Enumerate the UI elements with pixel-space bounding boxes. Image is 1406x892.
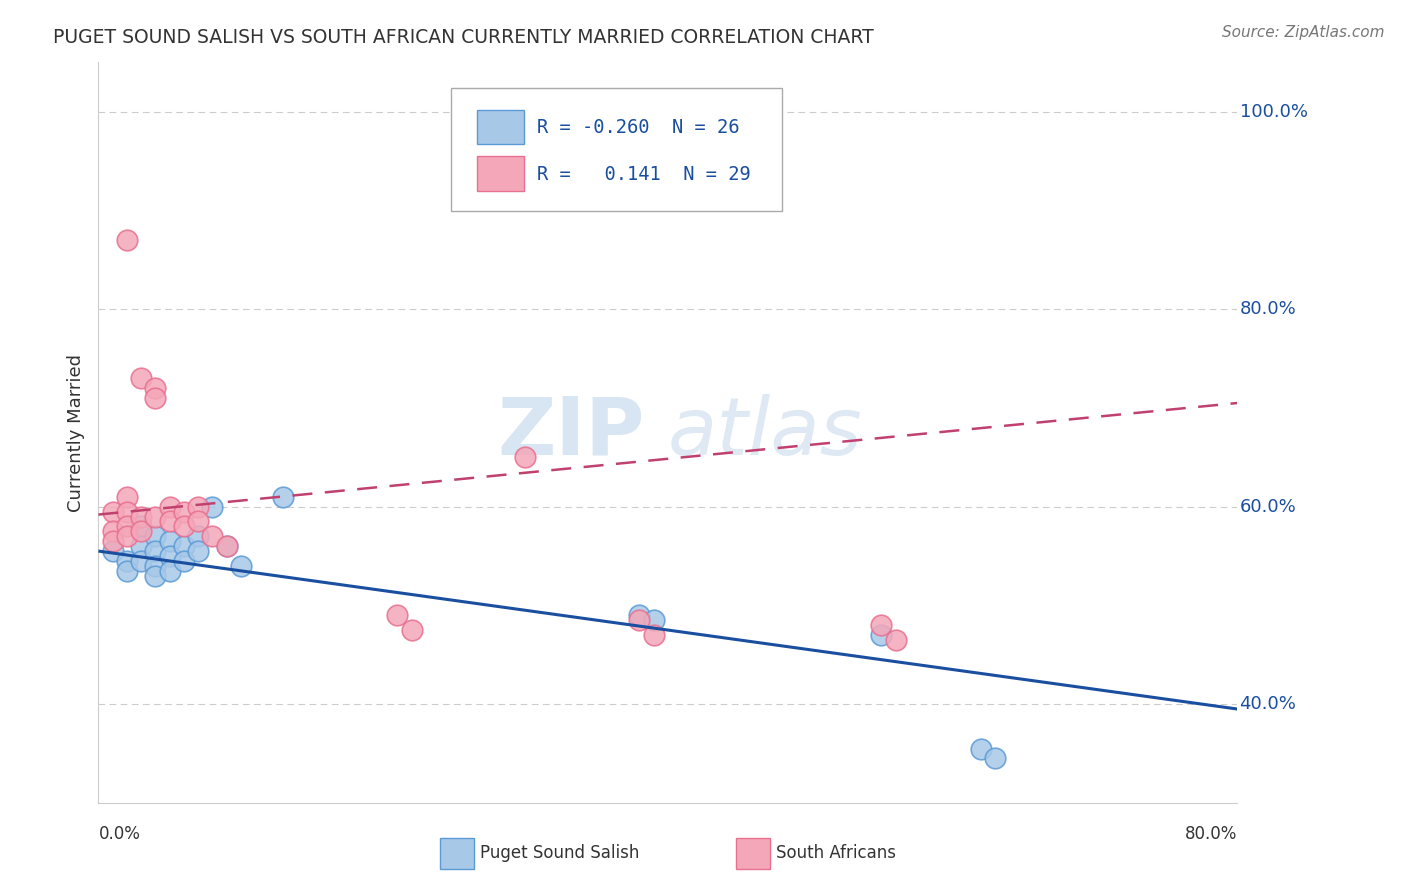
Point [101,524,124,539]
Point [187,529,209,543]
Bar [477,156,524,191]
Point [273,490,295,504]
Bar [477,110,524,144]
Point [173,519,195,533]
Point [870,618,893,632]
Text: 80.0%: 80.0% [1185,824,1237,843]
Point [145,509,167,524]
Point [970,741,993,756]
Point [129,539,152,553]
Point [145,381,167,395]
Point [129,519,152,533]
Point [884,632,907,647]
Point [159,549,181,563]
Point [145,529,167,543]
Point [115,233,138,247]
Point [201,529,224,543]
Text: 60.0%: 60.0% [1240,498,1296,516]
Point [187,500,209,514]
Point [159,515,181,529]
Text: ZIP: ZIP [498,393,645,472]
Point [229,558,252,573]
Point [870,628,893,642]
Point [515,450,537,465]
Bar [440,838,474,870]
Point [201,500,224,514]
Text: Source: ZipAtlas.com: Source: ZipAtlas.com [1222,25,1385,40]
Point [145,544,167,558]
Point [643,628,665,642]
Point [643,613,665,627]
Point [159,534,181,549]
Point [115,490,138,504]
Point [159,500,181,514]
Point [101,534,124,549]
Point [115,564,138,578]
Point [129,509,152,524]
Point [101,505,124,519]
Text: 80.0%: 80.0% [1240,301,1296,318]
Text: R = -0.260  N = 26: R = -0.260 N = 26 [537,118,740,137]
Y-axis label: Currently Married: Currently Married [66,353,84,512]
Point [145,391,167,405]
Point [145,568,167,582]
Point [115,505,138,519]
Point [173,505,195,519]
Point [115,529,138,543]
Point [145,558,167,573]
Point [215,539,238,553]
Point [387,608,409,623]
Point [129,554,152,568]
Point [628,613,651,627]
Text: 40.0%: 40.0% [1240,695,1296,713]
Point [129,371,152,385]
Text: 0.0%: 0.0% [98,824,141,843]
Text: South Africans: South Africans [776,844,896,863]
Point [173,539,195,553]
Point [159,564,181,578]
Point [215,539,238,553]
Point [187,544,209,558]
Point [101,544,124,558]
FancyBboxPatch shape [451,88,782,211]
Text: Puget Sound Salish: Puget Sound Salish [479,844,640,863]
Point [115,554,138,568]
Point [628,608,651,623]
Point [129,524,152,539]
Point [173,554,195,568]
Text: atlas: atlas [668,393,863,472]
Text: PUGET SOUND SALISH VS SOUTH AFRICAN CURRENTLY MARRIED CORRELATION CHART: PUGET SOUND SALISH VS SOUTH AFRICAN CURR… [53,28,873,47]
Text: R =   0.141  N = 29: R = 0.141 N = 29 [537,165,751,184]
Bar [737,838,770,870]
Point [187,515,209,529]
Point [984,751,1007,765]
Point [401,623,423,637]
Text: 100.0%: 100.0% [1240,103,1308,120]
Point [115,519,138,533]
